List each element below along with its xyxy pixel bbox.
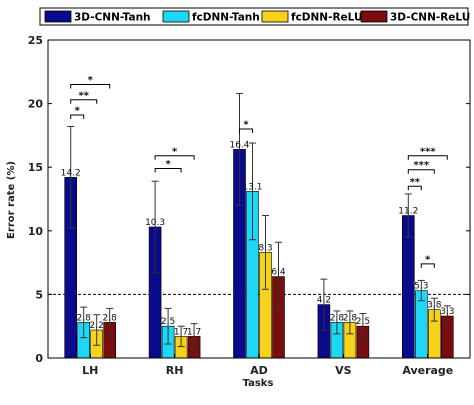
legend-swatch [44,10,72,23]
x-tick-label: AD [250,364,268,377]
data-label: 6.4 [271,268,286,278]
x-axis-label: Tasks [243,378,274,389]
data-label: 14.2 [61,168,81,178]
legend: 3D-CNN-Tanh fcDNN-Tanh fcDNN-ReLU 3D-CNN-Re… [39,7,470,26]
data-label: 4.2 [317,296,331,306]
data-label: 3.8 [427,301,442,311]
data-label: 13.1 [242,182,262,192]
axes-group: 0 5 10 15 20 25 LH RH AD VS Average [28,34,471,377]
y-axis-label: Error rate (%) [6,161,17,239]
x-tick-label: VS [335,364,352,377]
significance-marker: ** [410,177,421,188]
data-label: 3.3 [440,307,454,317]
data-label: 1.7 [174,327,188,337]
data-label: 2.2 [90,321,104,331]
legend-swatch [360,10,388,23]
legend-swatch [261,10,289,23]
significance-marker: * [165,159,171,170]
significance-bracket [154,167,182,173]
significance-bracket [407,155,448,160]
data-labels-group: 14.210.316.44.211.22.8 2.513.12.85.32.21.… [61,140,455,337]
significance-marker: *** [420,146,436,157]
legend-label: 3D-CNN-ReLU [390,12,470,24]
significance-marker: * [425,254,431,265]
data-label: 2.5 [161,317,175,327]
significance-bracket [239,128,253,134]
significance-bracket [70,99,98,104]
error-bars-group [67,92,451,350]
legend-label: fcDNN-Tanh [192,12,260,24]
data-label: 2.8 [103,313,118,323]
y-tick-label: 15 [28,161,43,174]
significance-bracket [70,114,85,120]
significance-marker: * [172,146,178,157]
significance-marker: ** [78,90,89,101]
significance-bracket [407,169,435,174]
x-tick-label: Average [402,364,453,377]
significance-bracket [420,263,435,268]
data-label: 8.3 [258,243,272,253]
legend-swatch [162,10,190,23]
significance-bracket [407,185,422,191]
data-label: 2.5 [356,317,370,327]
data-label: 5.3 [414,282,428,292]
bars-group [64,149,454,359]
x-tick-label: LH [82,364,98,377]
significance-marker: *** [413,160,429,171]
significance-marker: * [88,75,94,86]
y-tick-label: 5 [35,288,43,301]
legend-label: 3D-CNN-Tanh [74,12,151,24]
significance-bracket [154,155,195,160]
legend-label: fcDNN-ReLU [291,12,363,24]
significance-group: **************** [70,75,448,268]
data-label: 16.4 [229,140,249,150]
significance-marker: * [75,106,81,117]
y-tick-label: 0 [35,352,43,365]
significance-bracket [70,84,111,89]
data-label: 2.8 [77,313,92,323]
data-label: 2.8 [330,313,345,323]
data-label: 1.7 [187,327,201,337]
y-tick-label: 10 [28,225,44,238]
y-tick-label: 25 [28,34,43,47]
x-tick-label: RH [166,364,184,377]
significance-marker: * [243,120,249,131]
y-tick-label: 20 [28,98,44,111]
data-label: 10.3 [145,218,165,228]
data-label: 11.2 [398,207,418,217]
data-label: 2.8 [343,313,358,323]
